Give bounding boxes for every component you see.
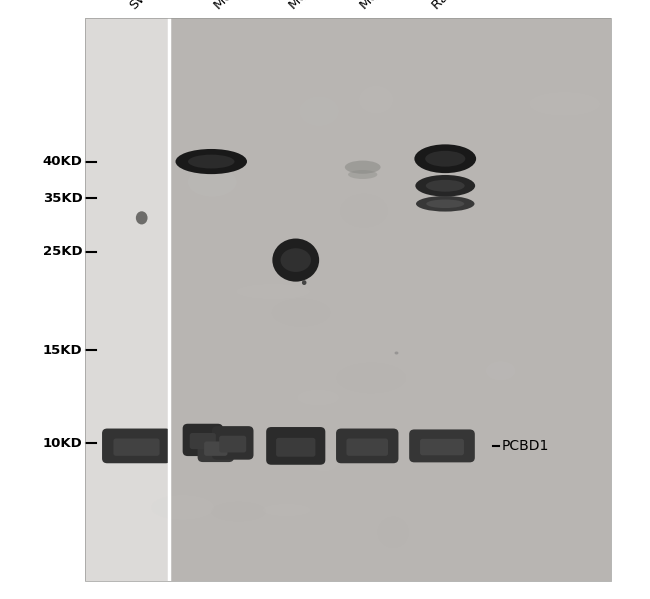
Ellipse shape	[345, 161, 381, 174]
FancyBboxPatch shape	[113, 438, 160, 456]
Ellipse shape	[302, 280, 307, 285]
Text: Rat liver: Rat liver	[430, 0, 478, 12]
FancyBboxPatch shape	[169, 18, 611, 581]
FancyBboxPatch shape	[346, 438, 388, 456]
Text: Mouse pancreas: Mouse pancreas	[358, 0, 444, 12]
Ellipse shape	[415, 144, 476, 173]
Text: 25KD: 25KD	[43, 245, 83, 258]
Ellipse shape	[151, 495, 214, 520]
Ellipse shape	[281, 248, 311, 272]
Ellipse shape	[359, 86, 393, 113]
Ellipse shape	[188, 167, 237, 196]
Ellipse shape	[298, 389, 339, 406]
Ellipse shape	[426, 199, 464, 208]
FancyBboxPatch shape	[276, 438, 315, 456]
FancyBboxPatch shape	[266, 427, 326, 465]
Text: Mouse kidney: Mouse kidney	[287, 0, 361, 12]
Ellipse shape	[378, 517, 409, 548]
FancyBboxPatch shape	[190, 433, 216, 449]
Ellipse shape	[486, 361, 515, 380]
Ellipse shape	[272, 238, 319, 282]
FancyBboxPatch shape	[410, 429, 474, 462]
FancyBboxPatch shape	[204, 441, 227, 456]
FancyBboxPatch shape	[102, 428, 171, 463]
Text: 15KD: 15KD	[43, 344, 83, 356]
Ellipse shape	[348, 170, 377, 179]
Ellipse shape	[176, 149, 247, 174]
Ellipse shape	[426, 180, 465, 192]
FancyBboxPatch shape	[183, 423, 223, 456]
Ellipse shape	[395, 352, 398, 355]
Ellipse shape	[416, 196, 474, 211]
Ellipse shape	[530, 92, 600, 116]
Text: Mouse liver: Mouse liver	[212, 0, 275, 12]
FancyBboxPatch shape	[219, 435, 246, 452]
Ellipse shape	[136, 211, 148, 225]
FancyBboxPatch shape	[198, 433, 234, 462]
Text: PCBD1: PCBD1	[501, 439, 549, 453]
FancyBboxPatch shape	[84, 18, 169, 581]
Ellipse shape	[308, 448, 339, 471]
Text: 10KD: 10KD	[43, 437, 83, 450]
Ellipse shape	[415, 175, 475, 196]
Text: 40KD: 40KD	[43, 155, 83, 168]
FancyBboxPatch shape	[420, 439, 464, 455]
Ellipse shape	[263, 504, 311, 516]
FancyBboxPatch shape	[212, 426, 254, 459]
Ellipse shape	[188, 155, 235, 168]
Ellipse shape	[425, 151, 465, 167]
Text: SW620: SW620	[127, 0, 170, 12]
FancyBboxPatch shape	[336, 428, 398, 463]
Ellipse shape	[237, 284, 310, 299]
Text: 35KD: 35KD	[43, 192, 83, 205]
